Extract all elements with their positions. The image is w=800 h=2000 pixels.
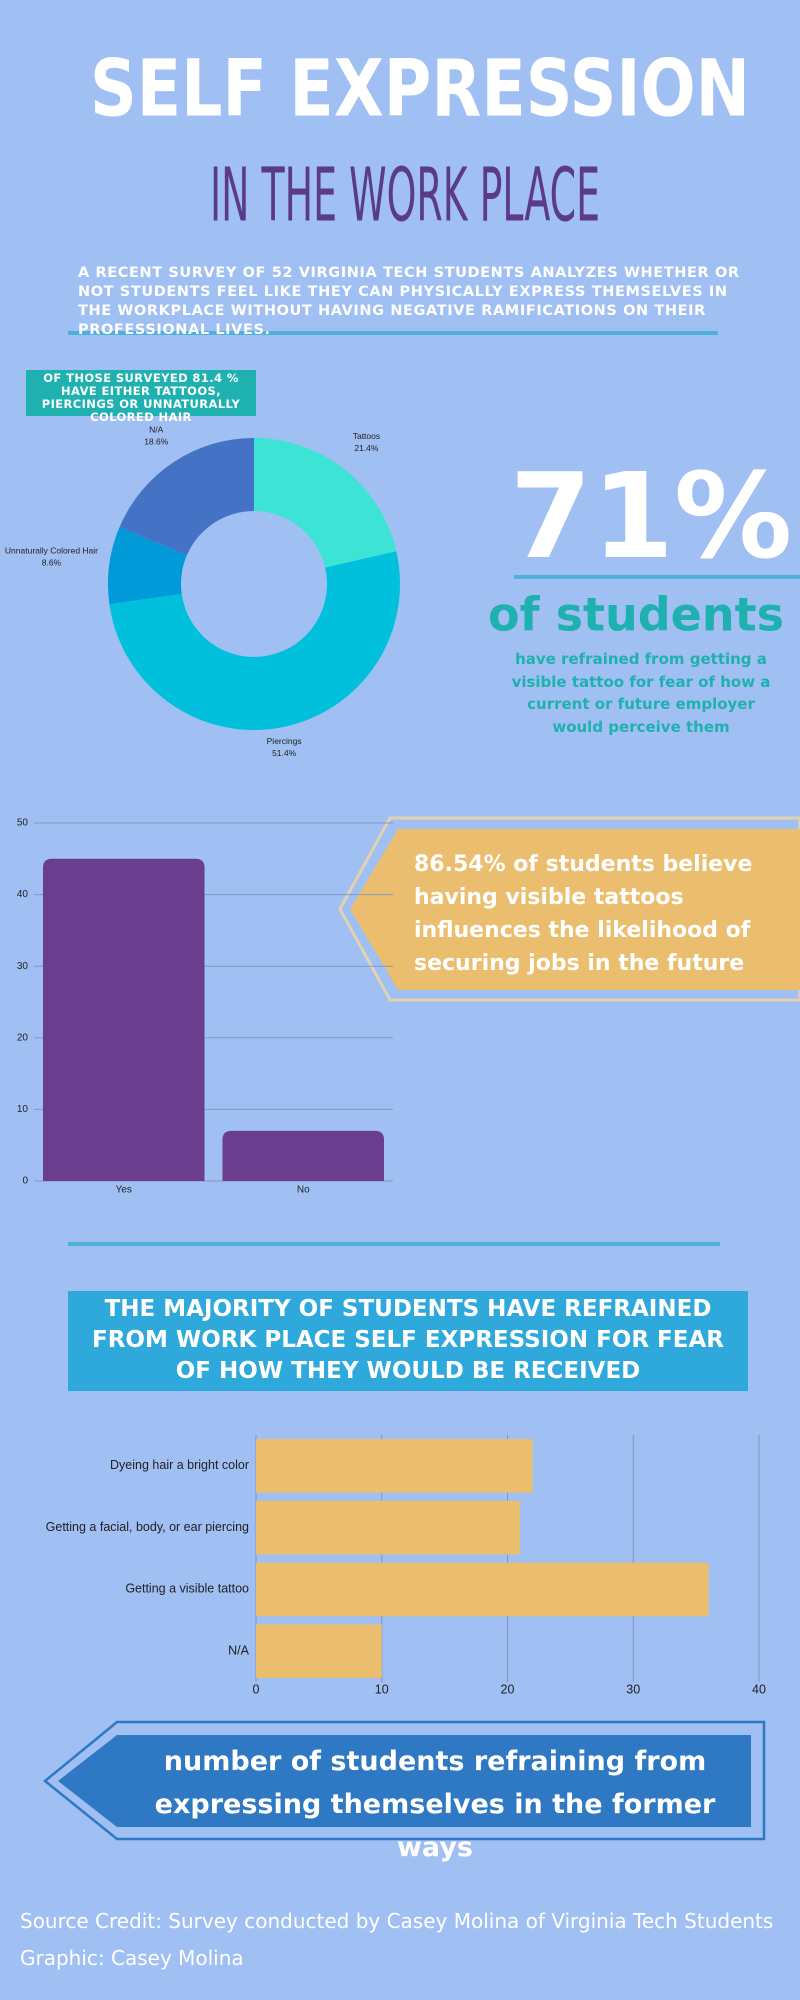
bar — [256, 1562, 709, 1617]
x-tick-label: Yes — [116, 1185, 132, 1196]
x-tick-label: 10 — [375, 1682, 389, 1696]
x-tick-label: 40 — [752, 1682, 766, 1696]
callout-outline — [43, 1720, 766, 1841]
credit: Graphic: Casey Molina — [20, 1946, 244, 1970]
stat-text: have refrained from getting a visible ta… — [511, 650, 771, 736]
y-tick-label: N/A — [228, 1643, 250, 1657]
callout — [58, 1735, 751, 1827]
y-tick-label: Getting a facial, body, or ear piercing — [46, 1520, 249, 1534]
slice-value: 51.4% — [272, 748, 297, 758]
callout-text: 86.54% of students believe having visibl… — [414, 852, 753, 976]
slice-label: Unnaturally Colored Hair — [5, 545, 98, 555]
slice-value: 21.4% — [354, 443, 379, 453]
x-tick-label: No — [297, 1185, 310, 1196]
y-tick-label: 50 — [17, 818, 29, 829]
callout-outline — [338, 816, 800, 1002]
stat-value: 71% — [510, 447, 792, 585]
bar — [42, 858, 205, 1181]
pie-slice — [254, 438, 397, 568]
heading-box — [68, 1291, 748, 1391]
title: SELF EXPRESSION — [90, 44, 750, 134]
slice-value: 18.6% — [144, 436, 169, 446]
x-tick-label: 0 — [253, 1682, 260, 1696]
pie-slice — [108, 526, 187, 605]
bar — [256, 1439, 533, 1493]
y-tick-label: Getting a visible tattoo — [125, 1582, 249, 1596]
pie-title: OF THOSE SURVEYED 81.4 % HAVE EITHER TAT… — [41, 371, 241, 424]
section-heading: THE MAJORITY OF STUDENTS HAVE REFRAINED … — [92, 1296, 724, 1384]
callout-text: number of students refraining from expre… — [154, 1746, 716, 1863]
y-tick-label: 0 — [22, 1176, 28, 1187]
y-tick-label: 40 — [17, 889, 29, 900]
bar — [256, 1500, 521, 1555]
intro: A RECENT SURVEY OF 52 VIRGINIA TECH STUD… — [78, 265, 740, 338]
subtitle: IN THE WORK PLACE — [210, 153, 600, 239]
bar — [256, 1624, 382, 1678]
pie-slice — [119, 438, 254, 556]
stat-label: of students — [488, 588, 784, 642]
x-tick-label: 20 — [501, 1682, 515, 1696]
source: Source Credit: Survey conducted by Casey… — [20, 1909, 774, 1933]
slice-label: N/A — [149, 424, 164, 434]
y-tick-label: 10 — [17, 1104, 29, 1115]
slice-label: Piercings — [267, 736, 302, 746]
callout — [350, 829, 800, 990]
y-tick-label: Dyeing hair a bright color — [110, 1458, 249, 1472]
x-tick-label: 30 — [626, 1682, 640, 1696]
slice-value: 8.6% — [42, 557, 62, 567]
pie-title-box — [26, 370, 256, 416]
bar — [222, 1130, 385, 1181]
slice-label: Tattoos — [353, 431, 380, 441]
y-tick-label: 30 — [17, 961, 29, 972]
pie-slice — [109, 551, 401, 731]
y-tick-label: 20 — [17, 1032, 29, 1043]
